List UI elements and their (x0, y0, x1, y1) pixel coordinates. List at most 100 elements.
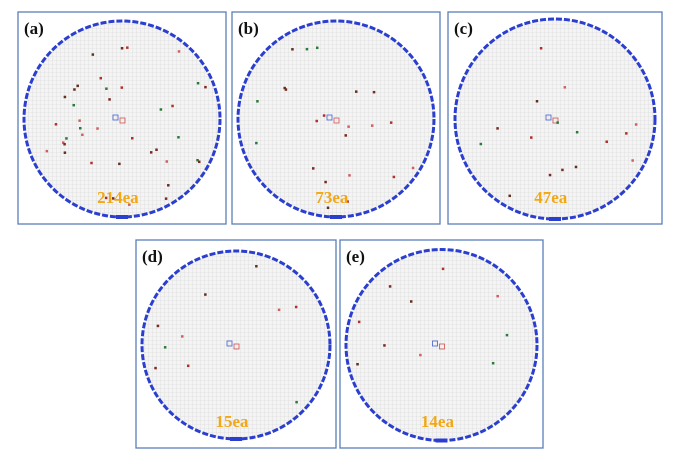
defect (392, 175, 396, 179)
defect (163, 346, 167, 349)
defect (159, 108, 163, 111)
center-mark (233, 343, 240, 350)
defect (563, 86, 567, 89)
notch (549, 217, 561, 221)
defect (357, 320, 361, 324)
defect-count: 214ea (97, 188, 139, 207)
defect (372, 90, 376, 94)
defect (324, 180, 327, 184)
defect (625, 132, 628, 135)
wafer (142, 251, 330, 439)
defect (181, 335, 184, 338)
defect (167, 184, 170, 187)
defect (574, 165, 578, 169)
defect (505, 333, 509, 337)
defect (284, 88, 288, 91)
center-mark (545, 114, 552, 121)
wafer-panel: (b) 73ea (231, 11, 441, 225)
defect (561, 168, 564, 172)
defect (388, 285, 392, 288)
defect (311, 167, 315, 170)
defect (283, 86, 286, 90)
notch (435, 438, 448, 443)
defect (104, 196, 108, 200)
defect (255, 264, 258, 268)
defect (177, 50, 181, 53)
defect (164, 197, 168, 200)
defect (441, 267, 445, 271)
wafer (238, 21, 434, 217)
defect (196, 81, 200, 85)
defect (45, 149, 49, 153)
wafer (455, 19, 655, 219)
defect (128, 203, 131, 206)
defect (344, 134, 348, 137)
defect (154, 366, 157, 370)
defect (356, 362, 359, 366)
defect (575, 130, 579, 134)
defect-count: 47ea (534, 188, 568, 207)
defect (197, 160, 201, 164)
defect (255, 141, 258, 145)
defect (496, 127, 499, 130)
defect (411, 166, 415, 170)
defect (631, 159, 634, 162)
defect (294, 305, 298, 309)
defect (634, 123, 638, 126)
defect (165, 160, 169, 163)
defect (111, 197, 115, 200)
panel-label: (b) (238, 19, 259, 38)
notch (230, 437, 242, 441)
defect (291, 48, 294, 51)
defect (370, 124, 374, 127)
defect (204, 293, 207, 296)
defect (479, 142, 483, 146)
defect (63, 95, 67, 99)
wafer-panel: (a) 214ea (17, 11, 227, 225)
defect (65, 137, 68, 140)
defect (419, 353, 422, 357)
notch (116, 215, 128, 219)
wafer-panel: (e) 14ea (339, 239, 544, 449)
defect (354, 90, 358, 93)
wafer-panel: (c) 47ea (447, 11, 663, 225)
defect (156, 324, 160, 328)
center-mark (226, 340, 233, 347)
defect (81, 133, 84, 137)
wafer (346, 249, 537, 441)
wafer-panel: (d) 15ea (135, 239, 337, 449)
defect (91, 53, 95, 56)
defect (556, 121, 559, 124)
defect (177, 136, 180, 139)
defect (347, 125, 350, 128)
defect (90, 161, 93, 165)
panel-label: (d) (142, 247, 163, 266)
defect (409, 300, 413, 303)
defect (78, 119, 81, 122)
defect (326, 206, 330, 210)
notch (330, 215, 342, 219)
defect (315, 119, 318, 123)
defect (73, 88, 76, 91)
center-mark (432, 340, 438, 347)
defect (389, 121, 393, 124)
center-mark (439, 343, 445, 350)
panel-label: (e) (346, 247, 365, 266)
defect (496, 294, 499, 298)
defect (530, 136, 533, 139)
defect (348, 174, 351, 177)
panel-label: (a) (24, 19, 44, 38)
center-mark (333, 117, 340, 124)
defect (79, 127, 82, 130)
defect (508, 194, 512, 198)
defect (605, 140, 608, 144)
defect (535, 100, 539, 103)
defect (63, 151, 67, 154)
defect-count: 15ea (215, 412, 249, 431)
defect (186, 364, 190, 368)
center-mark (552, 117, 559, 124)
center-mark (119, 117, 126, 124)
defect (277, 308, 281, 312)
defect (118, 162, 121, 166)
